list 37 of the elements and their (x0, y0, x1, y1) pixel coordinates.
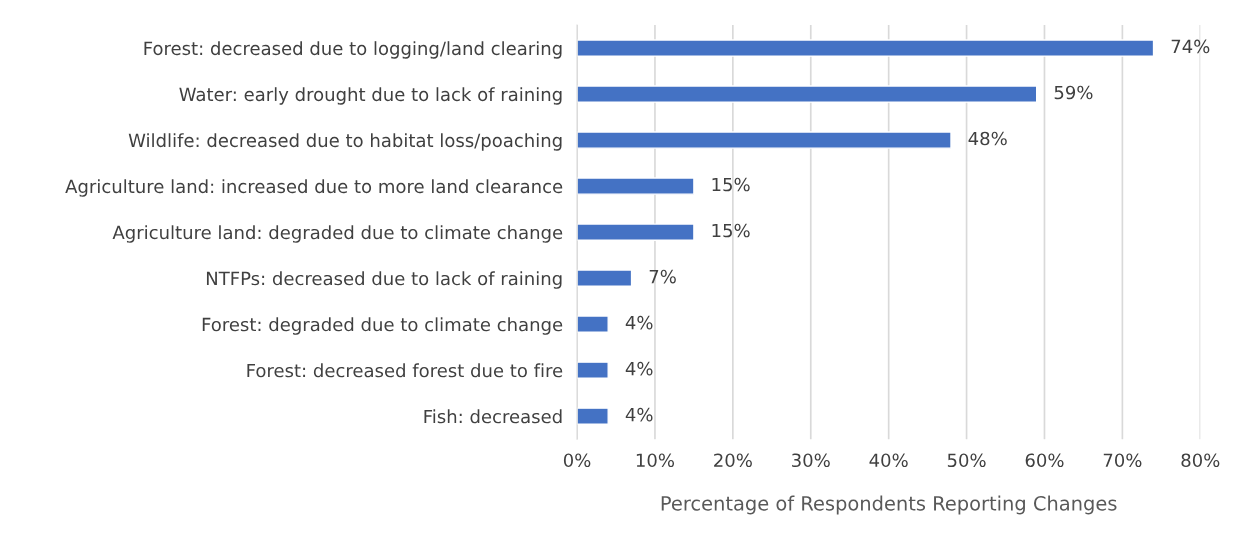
bar (577, 177, 695, 195)
x-tick-label: 10% (636, 453, 675, 468)
x-tick-label: 20% (714, 453, 752, 468)
x-tick-label: 50% (947, 453, 986, 468)
bar (577, 85, 1038, 103)
data-label: 15% (712, 223, 750, 238)
y-tick-label: Forest: decreased due to logging/land clearing (144, 41, 562, 59)
y-tick-label: NTFPs: decreased due to lack of raining (206, 271, 562, 289)
x-tick-label: 60% (1025, 453, 1064, 468)
data-label: 74% (1171, 39, 1210, 54)
y-tick-label: Agriculture land: degraded due to climate change (112, 225, 563, 243)
data-label: 4% (625, 407, 653, 422)
x-axis-title: Percentage of Respondents Reporting Changes (661, 495, 1117, 515)
x-tick-label: 40% (869, 453, 908, 468)
x-tick-label: 30% (792, 453, 830, 468)
x-tick-label: 80% (1181, 453, 1220, 468)
y-tick-label: Wildlife: decreased due to habitat loss/poaching (128, 133, 562, 151)
bar (577, 223, 695, 241)
data-label: 15% (712, 177, 750, 192)
y-tick-label: Forest: decreased forest due to fire (247, 363, 563, 378)
data-label: 7% (649, 269, 676, 284)
data-label: 4% (625, 361, 653, 376)
y-tick-label: Agriculture land: increased due to more land clearance (65, 179, 563, 197)
x-tick-label: 70% (1103, 453, 1142, 468)
bar (577, 131, 952, 149)
y-tick-label: Water: early drought due to lack of raining (179, 87, 562, 105)
x-tick-label: 0% (563, 453, 591, 468)
bar (577, 39, 1155, 57)
data-label: 4% (625, 315, 653, 330)
bar (577, 269, 633, 287)
data-label: 48% (968, 131, 1007, 146)
bar (577, 407, 609, 425)
y-tick-label: Fish: decreased (424, 409, 562, 424)
data-label: 59% (1054, 85, 1093, 100)
bar (577, 361, 609, 379)
bar (577, 315, 609, 333)
y-tick-label: Forest: degraded due to climate change (202, 317, 563, 335)
